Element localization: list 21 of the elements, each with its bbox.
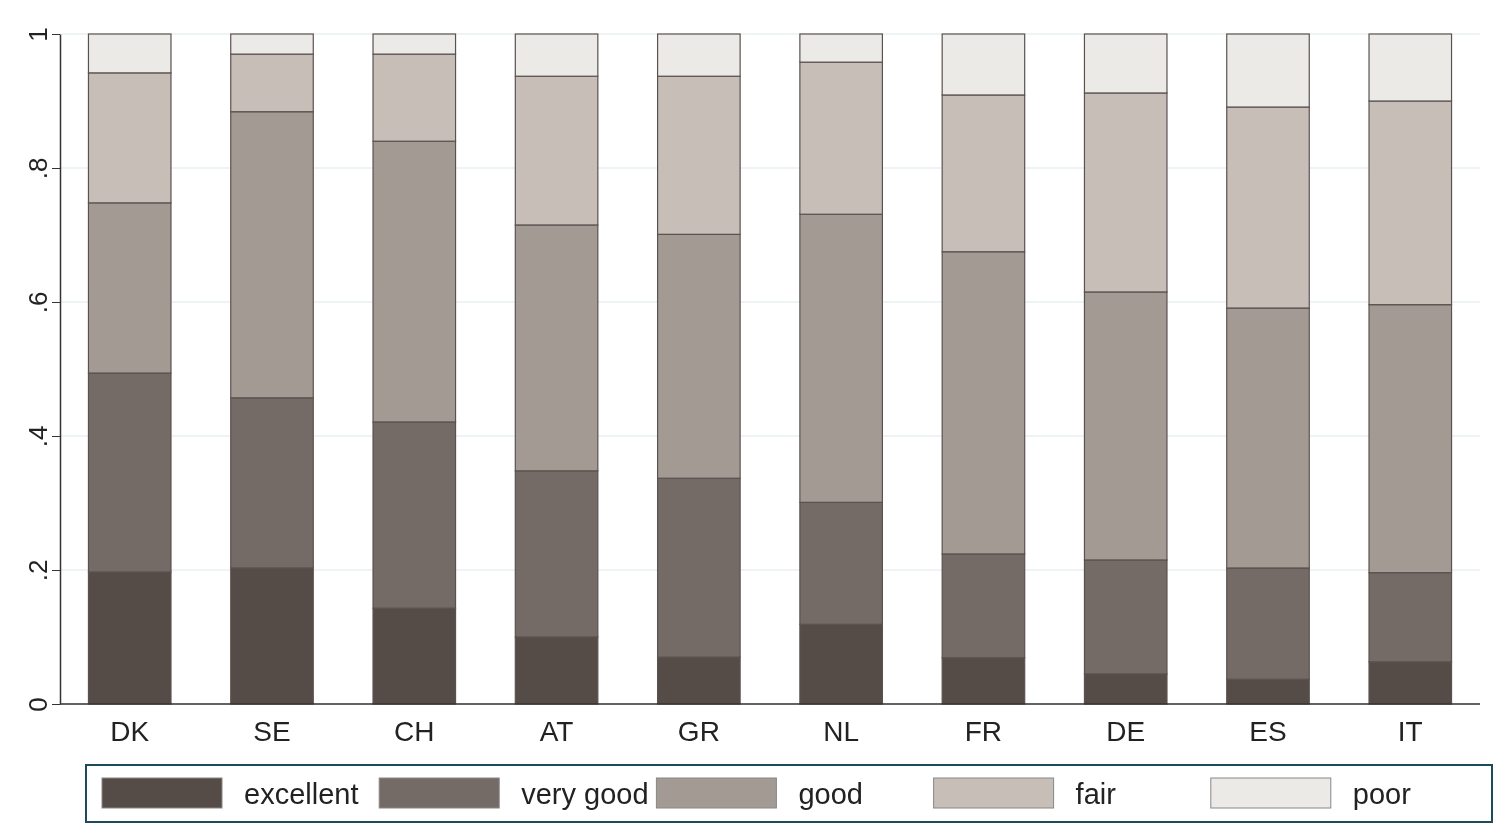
x-tick-label: DE [1106, 715, 1146, 747]
y-tick-label: .4 [23, 425, 54, 448]
x-tick-label: NL [823, 715, 860, 747]
y-tick-label: 1 [23, 27, 54, 42]
legend-label: good [798, 778, 863, 810]
y-tick-label: .2 [23, 559, 54, 582]
y-tick-label: .8 [23, 157, 54, 180]
x-tick-label: FR [964, 715, 1003, 747]
x-tick-label: AT [539, 715, 574, 747]
legend-label: fair [1075, 778, 1117, 810]
x-tick-label: CH [394, 715, 435, 747]
y-tick-label: .6 [23, 291, 54, 314]
x-tick-label: SE [253, 715, 291, 747]
x-tick-label: DK [110, 715, 150, 747]
legend-label: very good [521, 778, 649, 810]
y-tick-label: 0 [23, 697, 54, 712]
x-tick-label: GR [677, 715, 720, 747]
legend-label: excellent [244, 778, 359, 810]
legend-label: poor [1352, 778, 1412, 810]
x-tick-label: IT [1397, 715, 1423, 747]
x-tick-label: ES [1249, 715, 1287, 747]
